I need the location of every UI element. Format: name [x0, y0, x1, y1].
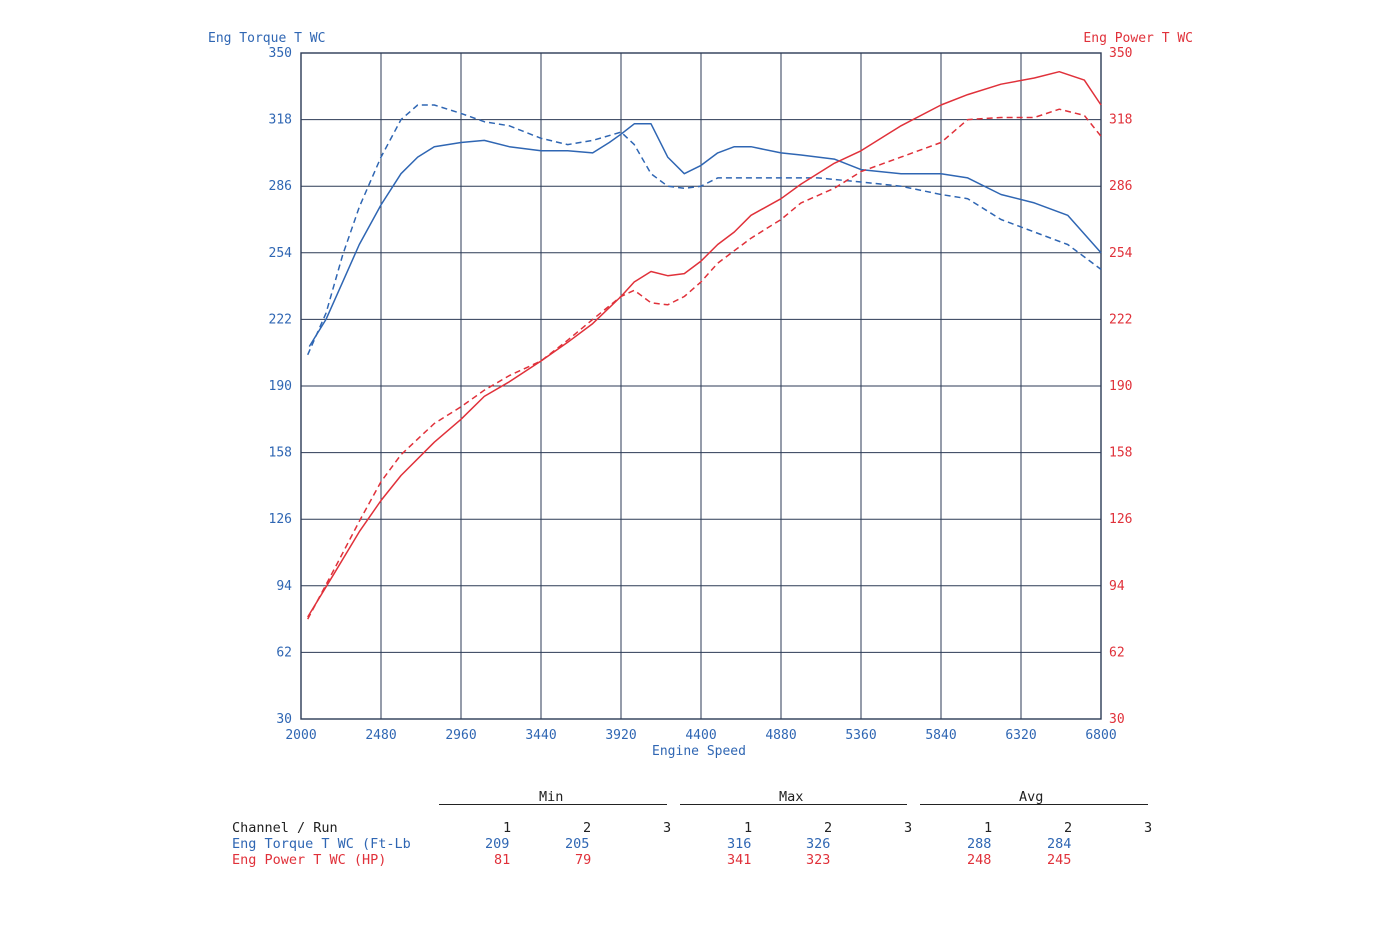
- x-tick-label-5360: 5360: [845, 728, 876, 743]
- left-tick-label-62: 62: [276, 645, 292, 660]
- left-tick-label-222: 222: [269, 312, 292, 327]
- left-tick-label-158: 158: [269, 446, 292, 461]
- x-tick-label-6800: 6800: [1085, 728, 1116, 743]
- right-tick-label-94: 94: [1109, 579, 1125, 594]
- left-tick-label-94: 94: [276, 579, 292, 594]
- grid-lines: [300, 52, 1102, 720]
- x-tick-label-2960: 2960: [445, 728, 476, 743]
- right-tick-label-286: 286: [1109, 179, 1132, 194]
- right-tick-label-30: 30: [1109, 712, 1125, 727]
- x-tick-label-3920: 3920: [605, 728, 636, 743]
- torque-run-2-line: [307, 104, 1102, 356]
- left-tick-label-350: 350: [269, 46, 292, 61]
- right-axis-title: Eng Power T WC: [1083, 31, 1193, 46]
- right-tick-label-254: 254: [1109, 246, 1133, 261]
- torque-run-1-line: [308, 123, 1102, 347]
- x-tick-label-2000: 2000: [285, 728, 316, 743]
- left-tick-label-318: 318: [269, 113, 292, 128]
- x-axis-title: Engine Speed: [652, 744, 746, 759]
- right-tick-label-318: 318: [1109, 113, 1132, 128]
- left-tick-label-30: 30: [276, 712, 292, 727]
- left-tick-label-190: 190: [269, 379, 292, 394]
- x-tick-labels: 2000 2480 2960 3440 3920 4400 4880 5360 5840 6320…: [285, 728, 1116, 743]
- left-tick-label-286: 286: [269, 179, 292, 194]
- x-tick-label-2480: 2480: [365, 728, 396, 743]
- power-run-1-line: [307, 70, 1102, 618]
- power-run-2-line: [307, 108, 1102, 620]
- left-tick-label-126: 126: [269, 512, 292, 527]
- x-tick-label-6320: 6320: [1005, 728, 1036, 743]
- right-tick-label-222: 222: [1109, 312, 1132, 327]
- right-tick-label-158: 158: [1109, 446, 1132, 461]
- right-tick-label-190: 190: [1109, 379, 1132, 394]
- x-tick-label-5840: 5840: [925, 728, 956, 743]
- series-lines: [307, 70, 1102, 620]
- right-tick-labels: 350 318 286 254 222 190 158 126 94 62 30: [1109, 46, 1133, 727]
- right-tick-label-62: 62: [1109, 645, 1125, 660]
- right-tick-label-126: 126: [1109, 512, 1132, 527]
- x-tick-label-4400: 4400: [685, 728, 716, 743]
- left-tick-labels: 350 318 286 254 222 190 158 126 94 62 30: [269, 46, 293, 727]
- left-axis-title: Eng Torque T WC: [208, 31, 325, 46]
- x-tick-label-3440: 3440: [525, 728, 556, 743]
- left-tick-label-254: 254: [269, 246, 293, 261]
- x-tick-label-4880: 4880: [765, 728, 796, 743]
- right-tick-label-350: 350: [1109, 46, 1132, 61]
